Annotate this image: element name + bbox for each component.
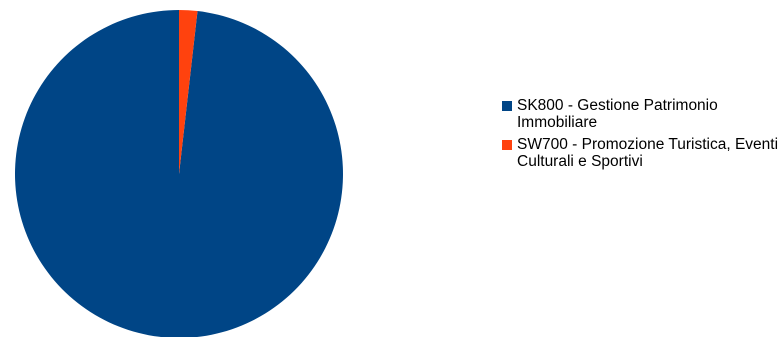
legend-label-sw700: SW700 - Promozione Turistica, Eventi Cul…: [517, 136, 779, 170]
pie-slice-1: [179, 10, 198, 174]
pie-slice-0: [15, 10, 343, 337]
legend-swatch-sw700: [502, 140, 512, 150]
legend-item-sk800: SK800 - Gestione Patrimonio Immobiliare: [501, 97, 783, 131]
legend-swatch-sk800: [502, 101, 512, 111]
chart-legend: SK800 - Gestione Patrimonio Immobiliare …: [501, 97, 783, 175]
legend-item-sw700: SW700 - Promozione Turistica, Eventi Cul…: [501, 136, 783, 170]
legend-label-sk800: SK800 - Gestione Patrimonio Immobiliare: [517, 97, 718, 131]
